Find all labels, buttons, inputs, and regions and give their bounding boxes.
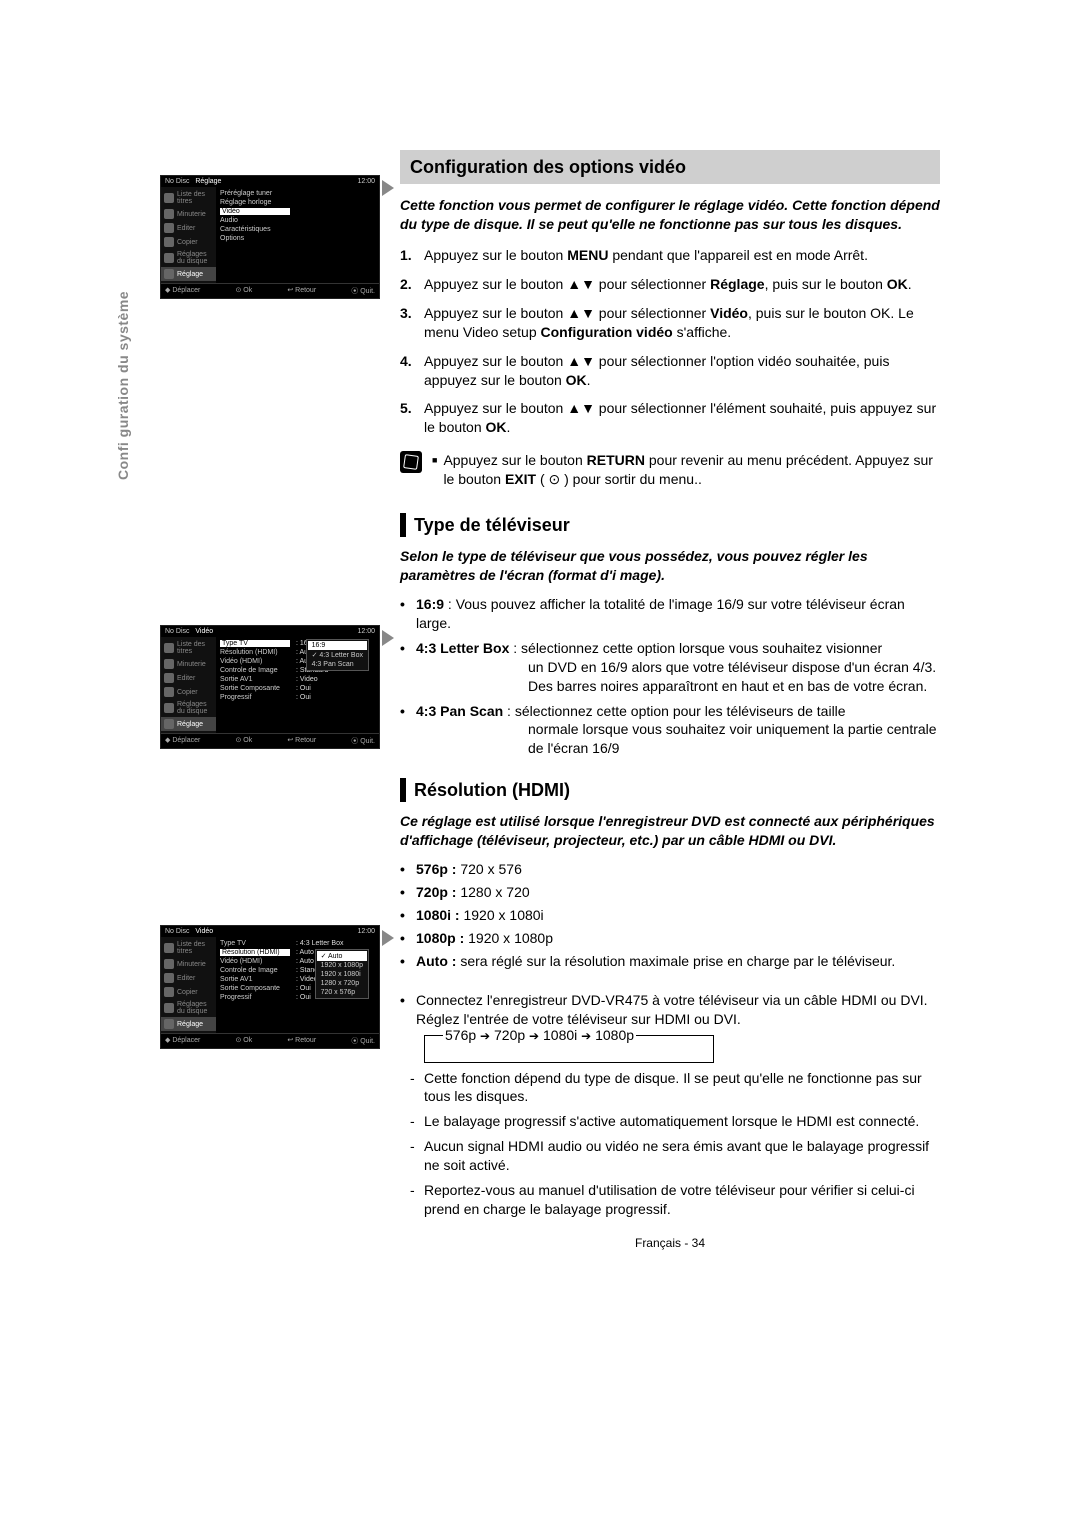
section-heading: Configuration des options vidéo bbox=[400, 150, 940, 184]
resolution-chain: 576p ➔ 720p ➔ 1080i ➔ 1080p bbox=[443, 1026, 636, 1045]
page-footer: Français - 34 bbox=[400, 1235, 940, 1251]
menu-screenshot-1: No Disc Réglage 12:00 Liste des titresMi… bbox=[160, 175, 380, 299]
note-text: Appuyez sur le bouton RETURN pour reveni… bbox=[443, 451, 940, 489]
sidebar-section-label: Confi guration du système bbox=[115, 291, 131, 480]
tv-type-list: 16:9 : Vous pouvez afficher la totalité … bbox=[400, 595, 940, 758]
section-intro: Cette fonction vous permet de configurer… bbox=[400, 196, 940, 234]
hdmi-connect-note: Connectez l'enregistreur DVD-VR475 à vot… bbox=[400, 991, 940, 1029]
hdmi-heading: Résolution (HDMI) bbox=[400, 778, 940, 802]
arrow-icon bbox=[382, 630, 394, 646]
menu-screenshot-3: No Disc Vidéo 12:00 Liste des titresMinu… bbox=[160, 925, 380, 1049]
tv-type-desc: Selon le type de téléviseur que vous pos… bbox=[400, 547, 940, 585]
main-content: Configuration des options vidéo Cette fo… bbox=[400, 150, 940, 1251]
arrow-icon bbox=[382, 930, 394, 946]
resolution-chain-box: 576p ➔ 720p ➔ 1080i ➔ 1080p bbox=[424, 1035, 714, 1063]
hdmi-res-list: 576p : 720 x 576720p : 1280 x 7201080i :… bbox=[400, 860, 940, 970]
note-icon bbox=[400, 451, 422, 473]
arrow-icon bbox=[382, 180, 394, 196]
tv-type-heading: Type de téléviseur bbox=[400, 513, 940, 537]
hdmi-desc: Ce réglage est utilisé lorsque l'enregis… bbox=[400, 812, 940, 850]
menu-screenshot-2: No Disc Vidéo 12:00 Liste des titresMinu… bbox=[160, 625, 380, 749]
hdmi-notes-list: Cette fonction dépend du type de disque.… bbox=[410, 1069, 940, 1219]
steps-list: 1.Appuyez sur le bouton MENU pendant que… bbox=[400, 246, 940, 437]
note-box: Appuyez sur le bouton RETURN pour reveni… bbox=[400, 451, 940, 489]
